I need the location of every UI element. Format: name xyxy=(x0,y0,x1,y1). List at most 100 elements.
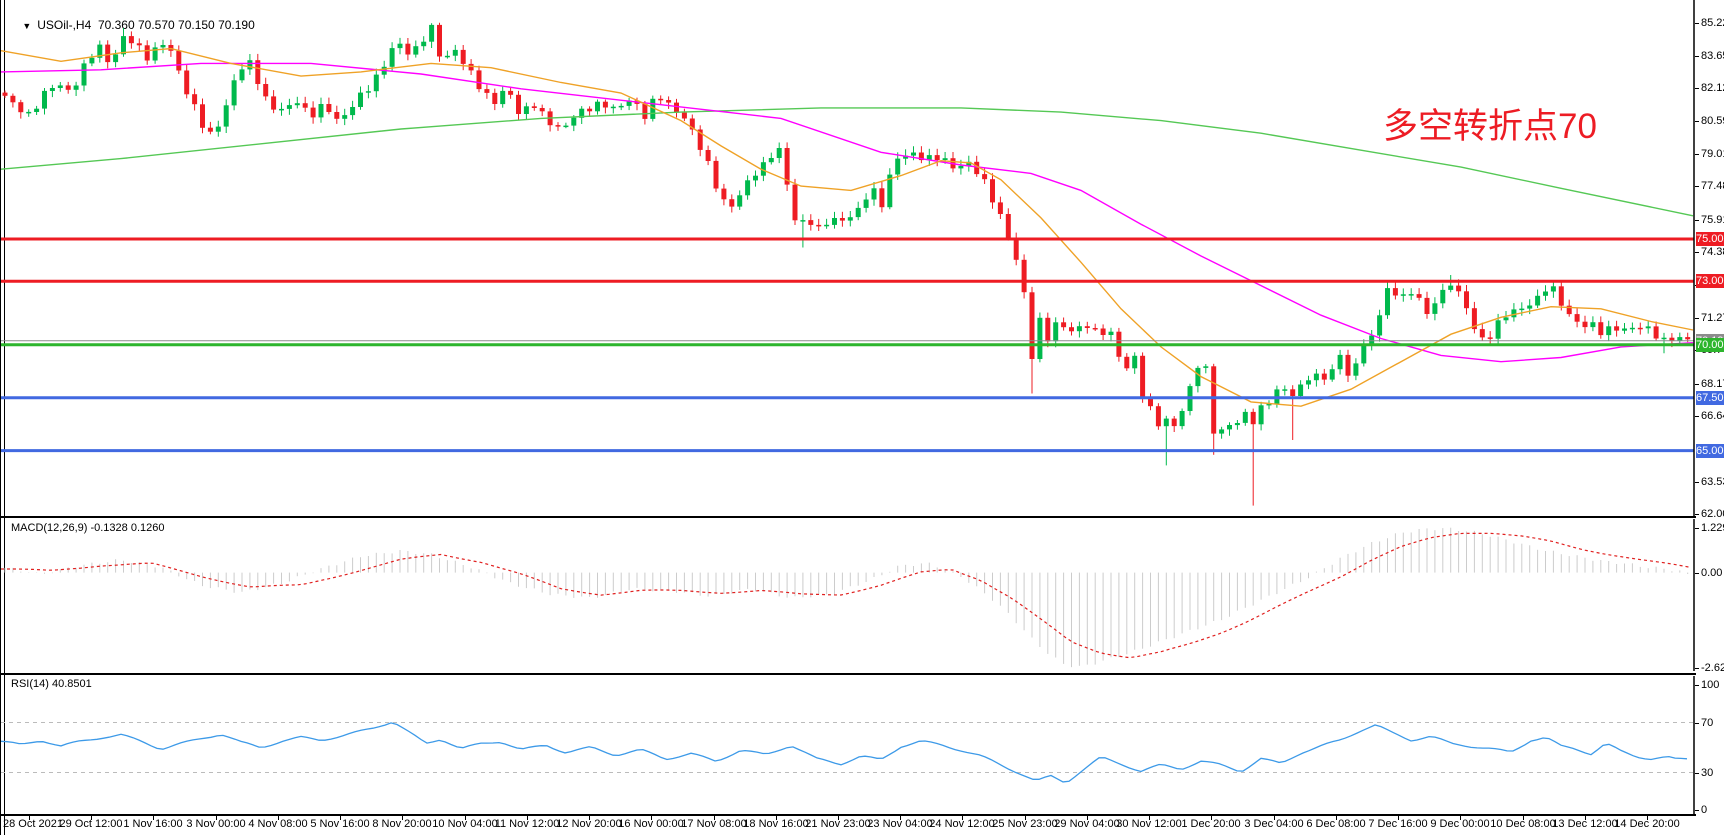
candle-body xyxy=(1424,297,1430,314)
annotation-text: 多空转折点70 xyxy=(1383,107,1597,146)
candle-body xyxy=(1527,305,1533,309)
candle-body xyxy=(1574,314,1580,322)
candle-body xyxy=(523,106,529,114)
candle-body xyxy=(918,152,924,161)
time-axis-label[interactable]: 1 Nov 16:00 xyxy=(123,818,183,830)
candle-body xyxy=(318,104,324,118)
time-axis-label[interactable]: 11 Nov 12:00 xyxy=(494,818,560,830)
y-axis-tick-label: 66.640 xyxy=(1695,410,1724,422)
time-axis-label[interactable]: 29 Nov 04:00 xyxy=(1054,818,1120,830)
candle-body xyxy=(73,85,79,90)
candle-body xyxy=(689,118,695,130)
candle-body xyxy=(508,90,514,95)
time-axis-label[interactable]: 3 Nov 00:00 xyxy=(186,818,246,830)
candle-body xyxy=(863,199,869,208)
candle-body xyxy=(184,70,190,95)
time-axis-label[interactable]: 4 Nov 08:00 xyxy=(248,818,308,830)
chart-header: ▼ USOil-,H4 70.360 70.570 70.150 70.190 xyxy=(9,4,254,46)
time-axis-label[interactable]: 18 Nov 16:00 xyxy=(743,818,809,830)
time-axis-label[interactable]: 23 Nov 04:00 xyxy=(867,818,933,830)
time-axis-label[interactable]: 25 Nov 23:00 xyxy=(992,818,1058,830)
candle-body xyxy=(215,126,221,132)
y-axis-tick-mark xyxy=(1695,415,1699,417)
time-axis-label[interactable]: 21 Nov 23:00 xyxy=(805,818,871,830)
time-axis-label[interactable]: 12 Nov 20:00 xyxy=(556,818,622,830)
time-axis-tick-mark xyxy=(1336,816,1337,820)
candle-body xyxy=(271,96,277,110)
candle-body xyxy=(911,152,916,156)
time-axis-label[interactable]: 7 Dec 16:00 xyxy=(1368,818,1428,830)
time-axis-label[interactable]: 17 Nov 08:00 xyxy=(681,818,747,830)
macd-plot[interactable] xyxy=(1,519,1696,671)
candle-body xyxy=(1037,317,1043,359)
candle-body xyxy=(1369,335,1375,345)
price-badge: 75.000 xyxy=(1696,232,1724,247)
time-axis-label[interactable]: 6 Dec 08:00 xyxy=(1306,818,1366,830)
candle-body xyxy=(1487,337,1493,339)
candle-body xyxy=(223,105,229,127)
candle-body xyxy=(563,125,569,128)
symbol-dropdown-icon[interactable]: ▼ xyxy=(22,21,32,31)
time-axis-label[interactable]: 24 Nov 12:00 xyxy=(929,818,995,830)
candle-body xyxy=(1108,331,1114,335)
candle-body xyxy=(1669,337,1675,341)
panel-separator[interactable] xyxy=(1,516,1696,518)
candle-body xyxy=(571,117,577,126)
candle-body xyxy=(1440,289,1446,304)
time-axis-label[interactable]: 5 Nov 16:00 xyxy=(310,818,370,830)
time-axis-tick-mark xyxy=(651,816,652,820)
time-axis-tick-mark xyxy=(1274,816,1275,820)
candle-body xyxy=(966,161,972,166)
y-axis-tick-label: 62.005 xyxy=(1695,508,1724,520)
candle-body xyxy=(1211,366,1217,434)
candle-body xyxy=(1171,418,1177,427)
candle-body xyxy=(34,108,40,112)
y-axis-tick-mark xyxy=(1695,685,1699,686)
candle-body xyxy=(1677,337,1683,341)
time-axis-tick-mark xyxy=(153,816,154,820)
candle-body xyxy=(1132,355,1138,369)
macd-indicator-label: MACD(12,26,9) -0.1328 0.1260 xyxy=(11,522,165,534)
time-axis-tick-mark xyxy=(776,816,777,820)
y-axis-tick-mark xyxy=(1695,667,1699,669)
candle-body xyxy=(879,188,885,208)
time-axis-label[interactable]: 16 Nov 00:00 xyxy=(618,818,684,830)
candle-body xyxy=(753,175,758,181)
y-axis-tick-mark xyxy=(1695,120,1699,122)
y-axis-tick-label: 75.910 xyxy=(1695,214,1724,226)
time-axis-label[interactable]: 29 Oct 12:00 xyxy=(59,818,123,830)
candle-body xyxy=(1100,328,1106,335)
time-axis-label[interactable]: 1 Dec 20:00 xyxy=(1181,818,1241,830)
time-axis-tick-mark xyxy=(465,816,466,820)
time-axis-label[interactable]: 10 Nov 04:00 xyxy=(432,818,498,830)
candle-body xyxy=(263,84,269,97)
time-axis-label[interactable]: 30 Nov 12:00 xyxy=(1116,818,1182,830)
candle-body xyxy=(65,85,71,90)
candle-body xyxy=(1416,294,1422,298)
main-price-plot[interactable] xyxy=(1,0,1696,517)
time-axis-tick-mark xyxy=(1647,816,1648,820)
time-axis-label[interactable]: 9 Dec 00:00 xyxy=(1430,818,1490,830)
candle-body xyxy=(468,63,474,71)
candle-body xyxy=(618,105,624,108)
candle-body xyxy=(231,80,237,106)
time-axis-label[interactable]: 3 Dec 04:00 xyxy=(1244,818,1304,830)
rsi-plot[interactable] xyxy=(1,676,1696,814)
time-axis-tick-mark xyxy=(1087,816,1088,820)
candle-body xyxy=(1432,303,1438,314)
candle-body xyxy=(602,101,608,108)
time-axis-label[interactable]: 14 Dec 20:00 xyxy=(1614,818,1680,830)
candle-body xyxy=(1566,305,1572,315)
time-axis-label[interactable]: 28 Oct 2021 xyxy=(3,818,63,830)
candle-body xyxy=(121,36,126,55)
panel-separator[interactable] xyxy=(1,673,1696,675)
rsi-indicator-label: RSI(14) 40.8501 xyxy=(11,678,92,690)
time-axis-label[interactable]: 8 Nov 20:00 xyxy=(372,818,432,830)
time-axis-label[interactable]: 13 Dec 12:00 xyxy=(1552,818,1618,830)
candle-body xyxy=(97,44,103,58)
time-axis-label[interactable]: 10 Dec 08:00 xyxy=(1490,818,1556,830)
candle-body xyxy=(2,92,8,96)
candle-body xyxy=(1629,327,1635,330)
macd-axis-label: 0.00 xyxy=(1695,567,1722,579)
candle-body xyxy=(1471,308,1477,330)
